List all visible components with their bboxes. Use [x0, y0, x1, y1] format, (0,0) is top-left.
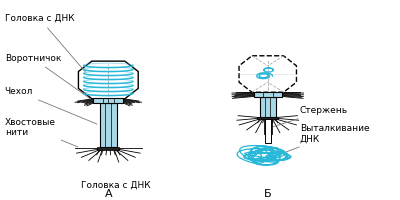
Text: Стержень: Стержень: [273, 106, 348, 127]
Bar: [100, 103, 117, 147]
Bar: [260, 97, 276, 117]
Text: Головка с ДНК: Головка с ДНК: [5, 14, 86, 72]
Text: Б: Б: [264, 189, 272, 199]
Text: Головка с ДНК: Головка с ДНК: [82, 181, 151, 190]
Polygon shape: [78, 61, 138, 99]
Bar: [254, 92, 282, 97]
Text: Хвостовые
нити: Хвостовые нити: [5, 118, 78, 147]
Text: Чехол: Чехол: [5, 87, 97, 124]
Text: Воротничок: Воротничок: [5, 54, 91, 99]
Bar: [258, 117, 278, 119]
Bar: [97, 147, 120, 150]
Bar: [265, 119, 270, 143]
Text: Выталкивание
ДНК: Выталкивание ДНК: [286, 124, 369, 152]
Text: А: А: [104, 189, 112, 199]
Bar: [93, 98, 124, 103]
